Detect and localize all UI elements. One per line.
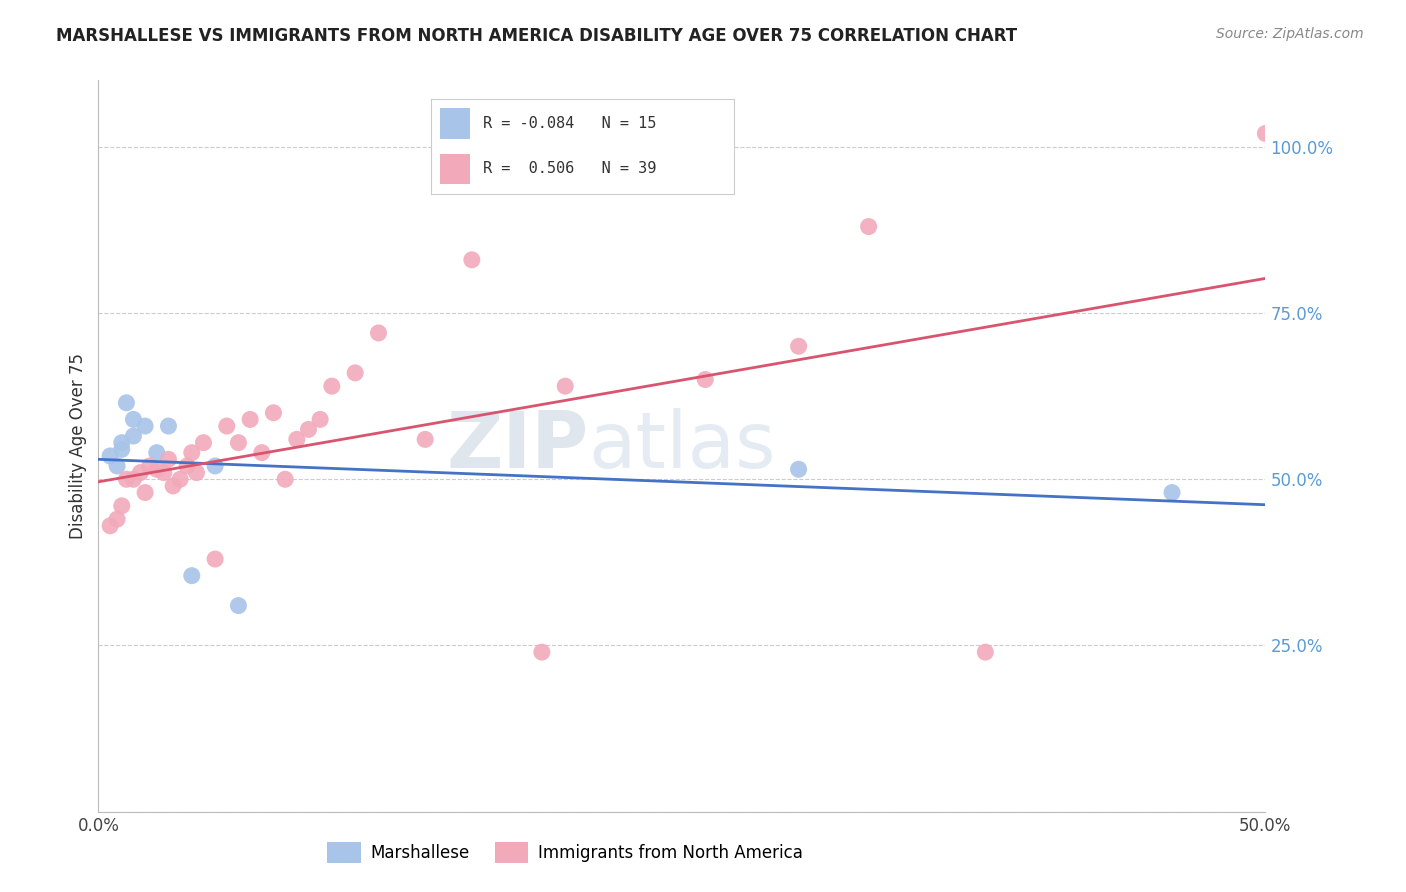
Point: [262, 406, 284, 420]
Point: [152, 466, 174, 480]
Point: [321, 379, 343, 393]
Point: [1254, 127, 1277, 141]
Point: [134, 485, 156, 500]
Point: [344, 366, 367, 380]
Point: [111, 499, 134, 513]
Y-axis label: Disability Age Over 75: Disability Age Over 75: [69, 353, 87, 539]
Point: [111, 442, 134, 457]
Point: [98, 449, 121, 463]
Point: [1161, 485, 1184, 500]
Text: Source: ZipAtlas.com: Source: ZipAtlas.com: [1216, 27, 1364, 41]
Point: [162, 479, 184, 493]
Point: [122, 472, 145, 486]
Point: [146, 445, 169, 459]
Point: [105, 512, 128, 526]
Point: [146, 462, 169, 476]
Point: [134, 419, 156, 434]
Point: [413, 433, 436, 447]
Point: [129, 466, 152, 480]
Point: [367, 326, 389, 340]
Point: [695, 372, 717, 386]
Point: [250, 445, 273, 459]
Text: ZIP: ZIP: [446, 408, 589, 484]
Point: [530, 645, 553, 659]
Point: [111, 435, 134, 450]
Point: [180, 568, 202, 582]
Point: [974, 645, 997, 659]
Point: [297, 422, 319, 436]
Point: [176, 458, 198, 473]
Point: [98, 518, 121, 533]
Point: [204, 552, 226, 566]
Point: [105, 458, 128, 473]
Point: [139, 458, 162, 473]
Legend: Marshallese, Immigrants from North America: Marshallese, Immigrants from North Ameri…: [321, 836, 810, 869]
Point: [115, 396, 138, 410]
Point: [215, 419, 238, 434]
Text: atlas: atlas: [589, 408, 776, 484]
Point: [157, 452, 180, 467]
Point: [554, 379, 576, 393]
Point: [274, 472, 297, 486]
Point: [787, 462, 810, 476]
Point: [239, 412, 262, 426]
Point: [787, 339, 810, 353]
Point: [169, 472, 191, 486]
Point: [122, 412, 145, 426]
Point: [228, 435, 250, 450]
Point: [157, 419, 180, 434]
Point: [858, 219, 880, 234]
Point: [204, 458, 226, 473]
Point: [309, 412, 332, 426]
Point: [193, 435, 215, 450]
Point: [180, 445, 202, 459]
Point: [228, 599, 250, 613]
Point: [186, 466, 208, 480]
Point: [122, 429, 145, 443]
Point: [461, 252, 484, 267]
Point: [285, 433, 308, 447]
Point: [115, 472, 138, 486]
Text: MARSHALLESE VS IMMIGRANTS FROM NORTH AMERICA DISABILITY AGE OVER 75 CORRELATION : MARSHALLESE VS IMMIGRANTS FROM NORTH AME…: [56, 27, 1018, 45]
